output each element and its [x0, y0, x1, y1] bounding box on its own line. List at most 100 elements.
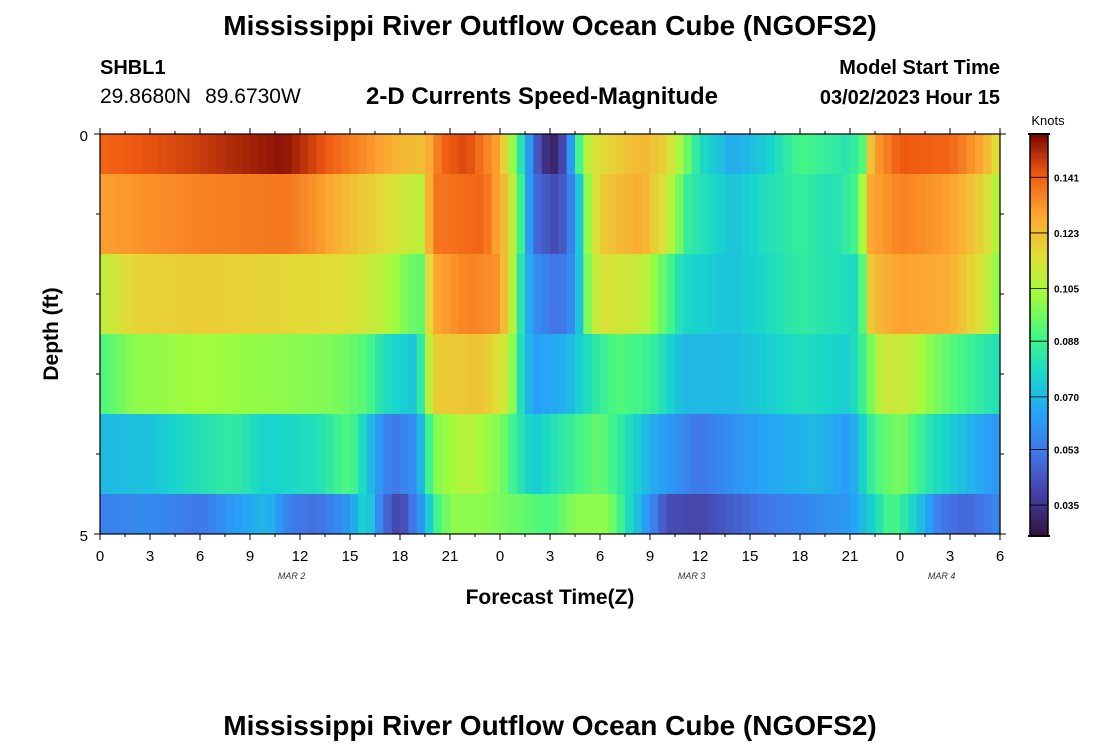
- heatmap-cell-band4-83: [791, 414, 801, 494]
- heatmap-cell-band1-16: [233, 174, 243, 254]
- heatmap-cell-band3-46: [483, 334, 493, 414]
- heatmap-cell-band0-84: [800, 134, 809, 174]
- heatmap-cell-band4-45: [475, 414, 484, 494]
- heatmap-cell-band1-21: [275, 174, 284, 254]
- heatmap-cell-band0-47: [491, 134, 501, 174]
- colorbar-segment: [1030, 483, 1048, 488]
- heatmap-cell-band4-27: [325, 414, 334, 494]
- heatmap-cell-band2-62: [616, 254, 626, 334]
- heatmap-cell-band4-29: [341, 414, 351, 494]
- heatmap-cell-band2-43: [458, 254, 468, 334]
- heatmap-cell-band1-69: [675, 174, 684, 254]
- heatmap-cell-band2-97: [908, 254, 918, 334]
- heatmap-cell-band4-14: [216, 414, 226, 494]
- heatmap-cell-band4-81: [775, 414, 784, 494]
- heatmap-cell-band0-60: [600, 134, 609, 174]
- heatmap-cell-band3-93: [875, 334, 884, 414]
- heatmap-cell-band4-86: [816, 414, 826, 494]
- heatmap-cell-band3-18: [250, 334, 259, 414]
- heatmap-cell-band1-97: [908, 174, 918, 254]
- heatmap-cell-band4-59: [591, 414, 601, 494]
- heatmap-cell-band5-19: [258, 494, 268, 534]
- heatmap-cell-band3-29: [341, 334, 351, 414]
- heatmap-cell-band4-72: [700, 414, 709, 494]
- colorbar-segment: [1030, 421, 1048, 426]
- x-tick-label: 21: [842, 548, 859, 565]
- heatmap-cell-band5-80: [766, 494, 776, 534]
- heatmap-cell-band1-17: [241, 174, 251, 254]
- heatmap-cell-band5-75: [725, 494, 734, 534]
- heatmap-cell-band5-85: [808, 494, 818, 534]
- heatmap-cell-band2-53: [541, 254, 551, 334]
- heatmap-cell-band3-51: [525, 334, 534, 414]
- heatmap-cell-band3-105: [975, 334, 984, 414]
- heatmap-cell-band0-2: [116, 134, 126, 174]
- heatmap-cell-band2-107: [991, 254, 1001, 334]
- heatmap-cell-band1-49: [508, 174, 518, 254]
- heatmap-cell-band2-80: [766, 254, 776, 334]
- colorbar-segment: [1030, 335, 1048, 339]
- x-tick-label: 0: [496, 548, 504, 565]
- heatmap-cell-band5-3: [125, 494, 134, 534]
- heatmap-cell-band3-67: [658, 334, 668, 414]
- heatmap-cell-band4-107: [991, 414, 1001, 494]
- date-label: MAR 3: [678, 571, 706, 581]
- heatmap-cell-band5-60: [600, 494, 609, 534]
- heatmap-cell-band4-22: [283, 414, 293, 494]
- heatmap-cell-band3-57: [575, 334, 584, 414]
- heatmap-cell-band3-48: [500, 334, 509, 414]
- colorbar-segment: [1030, 495, 1048, 500]
- heatmap-cell-band3-45: [475, 334, 484, 414]
- chart-title: Mississippi River Outflow Ocean Cube (NG…: [223, 10, 877, 41]
- heatmap-cell-band5-104: [966, 494, 976, 534]
- heatmap-cell-band2-32: [366, 254, 376, 334]
- x-tick-label: 6: [196, 548, 204, 565]
- heatmap-cell-band1-82: [783, 174, 793, 254]
- colorbar-segment: [1030, 161, 1048, 166]
- heatmap-cell-band3-59: [591, 334, 601, 414]
- x-tick-label: 3: [546, 548, 554, 565]
- heatmap-cell-band4-73: [708, 414, 718, 494]
- heatmap-cell-band0-4: [133, 134, 143, 174]
- heatmap-cell-band2-76: [733, 254, 743, 334]
- heatmap-cell-band4-13: [208, 414, 218, 494]
- heatmap-cell-band5-23: [291, 494, 301, 534]
- heatmap-cell-band1-71: [691, 174, 701, 254]
- heatmap-cell-band3-97: [908, 334, 918, 414]
- heatmap-cell-band0-87: [825, 134, 834, 174]
- heatmap-cell-band1-99: [925, 174, 934, 254]
- heatmap-cell-band5-101: [941, 494, 951, 534]
- heatmap-cell-band0-101: [941, 134, 951, 174]
- heatmap-cell-band4-21: [275, 414, 284, 494]
- heatmap-cell-band0-39: [425, 134, 434, 174]
- heatmap-cell-band3-39: [425, 334, 434, 414]
- heatmap-cell-band2-82: [783, 254, 793, 334]
- heatmap-cell-band2-81: [775, 254, 784, 334]
- heatmap-cell-band1-107: [991, 174, 1001, 254]
- heatmap-cell-band5-14: [216, 494, 226, 534]
- heatmap-cell-band2-20: [266, 254, 276, 334]
- heatmap-cell-band2-5: [141, 254, 151, 334]
- heatmap-cell-band0-6: [150, 134, 159, 174]
- heatmap-cell-band5-61: [608, 494, 618, 534]
- heatmap-cell-band5-2: [116, 494, 126, 534]
- heatmap-cell-band3-35: [391, 334, 401, 414]
- heatmap-cell-band4-63: [625, 414, 634, 494]
- heatmap-cell-band5-107: [991, 494, 1001, 534]
- colorbar-segment: [1030, 146, 1048, 151]
- heatmap-cell-band0-23: [291, 134, 301, 174]
- heatmap-cell-band4-1: [108, 414, 118, 494]
- heatmap-cell-band4-0: [100, 414, 109, 494]
- heatmap-cell-band5-65: [641, 494, 651, 534]
- heatmap-cell-band2-50: [516, 254, 526, 334]
- colorbar-segment: [1030, 322, 1048, 327]
- heatmap-cell-band0-90: [850, 134, 859, 174]
- heatmap-cell-band3-103: [958, 334, 968, 414]
- colorbar-segment: [1030, 501, 1048, 506]
- heatmap-cell-band1-93: [875, 174, 884, 254]
- colorbar-segment: [1030, 356, 1048, 361]
- heatmap-cell-band2-31: [358, 254, 368, 334]
- heatmap-cell-band1-51: [525, 174, 534, 254]
- colorbar-tick-label: 0.123: [1054, 229, 1079, 240]
